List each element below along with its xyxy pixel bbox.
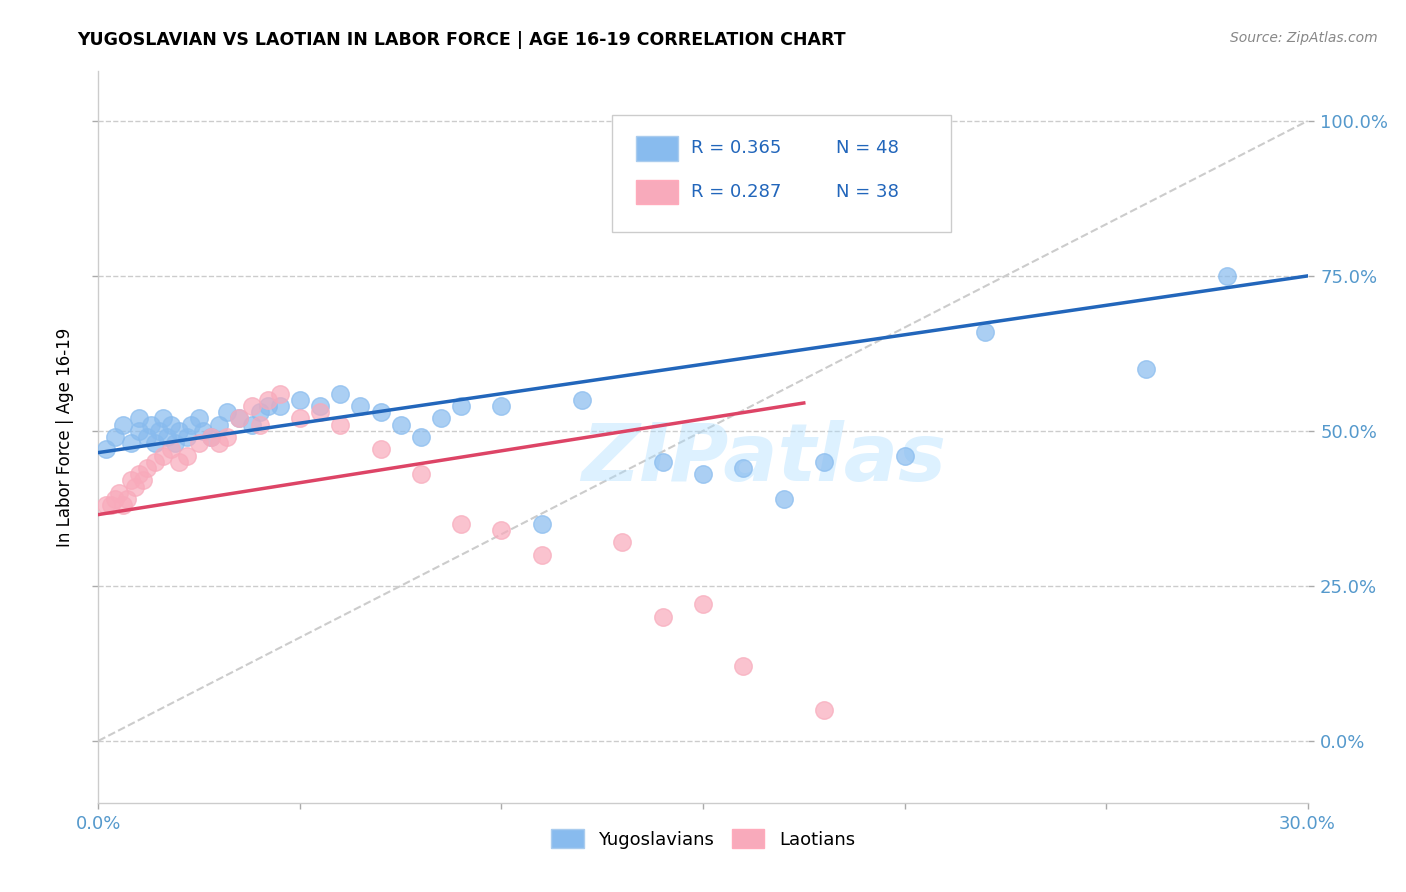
Point — [256, 392, 278, 407]
Point — [389, 417, 412, 432]
Point — [813, 455, 835, 469]
Point — [163, 436, 186, 450]
Point — [269, 386, 291, 401]
Point — [200, 430, 222, 444]
Point — [370, 405, 392, 419]
Point — [893, 449, 915, 463]
Point — [107, 486, 129, 500]
Point — [160, 442, 183, 457]
Point — [450, 516, 472, 531]
FancyBboxPatch shape — [637, 179, 678, 204]
Point — [167, 455, 190, 469]
Point — [249, 405, 271, 419]
Legend: Yugoslavians, Laotians: Yugoslavians, Laotians — [544, 822, 862, 856]
Text: YUGOSLAVIAN VS LAOTIAN IN LABOR FORCE | AGE 16-19 CORRELATION CHART: YUGOSLAVIAN VS LAOTIAN IN LABOR FORCE | … — [77, 31, 846, 49]
Point — [156, 430, 179, 444]
Point — [115, 491, 138, 506]
Text: R = 0.287: R = 0.287 — [690, 183, 782, 201]
Point — [111, 417, 134, 432]
Point — [288, 411, 311, 425]
Point — [692, 467, 714, 482]
Point — [228, 411, 250, 425]
Point — [409, 467, 432, 482]
Point — [256, 399, 278, 413]
Point — [772, 491, 794, 506]
FancyBboxPatch shape — [613, 115, 950, 232]
Point — [143, 436, 166, 450]
Text: Source: ZipAtlas.com: Source: ZipAtlas.com — [1230, 31, 1378, 45]
Point — [651, 455, 673, 469]
Point — [349, 399, 371, 413]
Point — [193, 424, 215, 438]
Point — [409, 430, 432, 444]
Text: ZIPatlas: ZIPatlas — [581, 420, 946, 498]
Point — [491, 399, 513, 413]
Point — [329, 386, 352, 401]
Point — [1216, 268, 1239, 283]
Point — [111, 498, 134, 512]
Point — [450, 399, 472, 413]
Point — [208, 417, 231, 432]
Point — [96, 442, 118, 457]
Point — [200, 430, 222, 444]
Point — [152, 449, 174, 463]
Point — [309, 399, 332, 413]
Point — [152, 411, 174, 425]
Point — [288, 392, 311, 407]
Point — [135, 430, 157, 444]
Point — [103, 491, 125, 506]
Point — [329, 417, 352, 432]
Point — [160, 417, 183, 432]
Point — [309, 405, 332, 419]
Point — [176, 449, 198, 463]
Point — [148, 424, 170, 438]
Point — [692, 598, 714, 612]
Point — [217, 405, 239, 419]
Point — [167, 424, 190, 438]
Point — [651, 610, 673, 624]
Point — [132, 474, 155, 488]
Point — [128, 411, 150, 425]
Point — [124, 480, 146, 494]
Point — [143, 455, 166, 469]
Point — [180, 417, 202, 432]
Point — [530, 548, 553, 562]
Point — [128, 424, 150, 438]
Text: R = 0.365: R = 0.365 — [690, 139, 782, 157]
Point — [176, 430, 198, 444]
Point — [100, 498, 122, 512]
Point — [430, 411, 453, 425]
Point — [103, 430, 125, 444]
Point — [228, 411, 250, 425]
Point — [135, 461, 157, 475]
Point — [1135, 362, 1157, 376]
Point — [240, 417, 263, 432]
Point — [269, 399, 291, 413]
Point — [491, 523, 513, 537]
Text: N = 48: N = 48 — [837, 139, 898, 157]
Point — [571, 392, 593, 407]
Point — [96, 498, 118, 512]
Point — [139, 417, 162, 432]
Point — [217, 430, 239, 444]
Text: N = 38: N = 38 — [837, 183, 898, 201]
Point — [120, 436, 142, 450]
Point — [370, 442, 392, 457]
Point — [188, 436, 211, 450]
Point — [120, 474, 142, 488]
Point — [974, 325, 997, 339]
FancyBboxPatch shape — [637, 136, 678, 161]
Point — [530, 516, 553, 531]
Point — [208, 436, 231, 450]
Point — [188, 411, 211, 425]
Point — [612, 535, 634, 549]
Y-axis label: In Labor Force | Age 16-19: In Labor Force | Age 16-19 — [56, 327, 75, 547]
Point — [733, 461, 755, 475]
Point — [733, 659, 755, 673]
Point — [249, 417, 271, 432]
Point — [128, 467, 150, 482]
Point — [240, 399, 263, 413]
Point — [813, 703, 835, 717]
